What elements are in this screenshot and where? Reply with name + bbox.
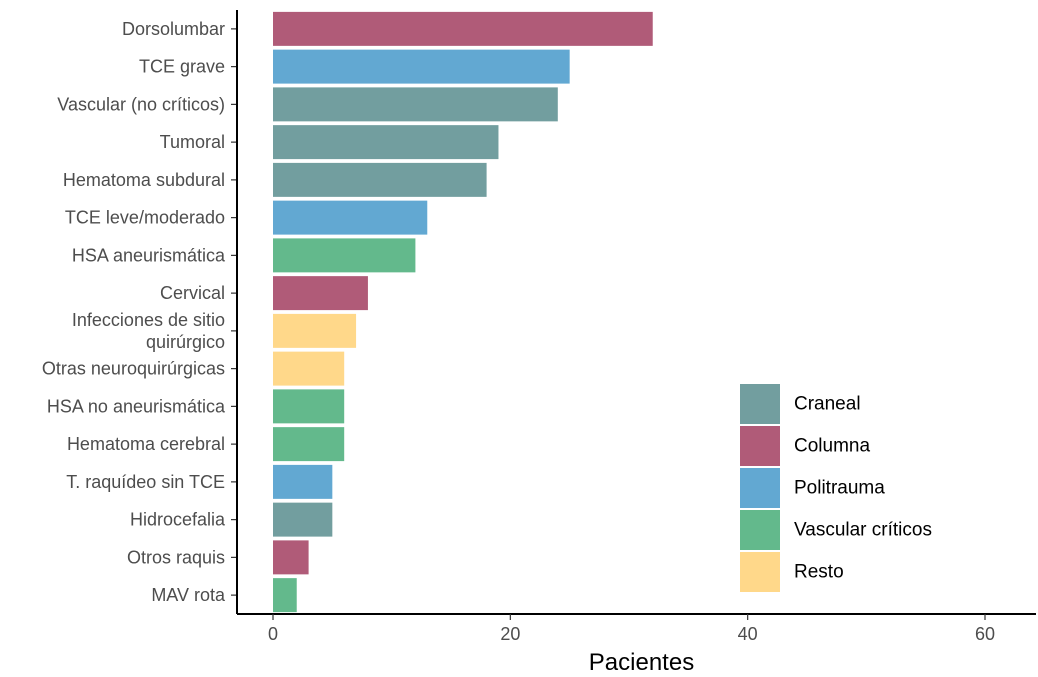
y-tick-label: Tumoral [160,132,225,152]
y-tick-label: Cervical [160,283,225,303]
bar [273,540,309,575]
bar [273,125,499,160]
bar [273,276,368,311]
y-tick-label: MAV rota [151,585,226,605]
legend-label: Columna [794,436,870,457]
bar [273,11,653,46]
y-tick-label: T. raquídeo sin TCE [66,472,225,492]
bar [273,502,333,537]
legend-key [740,510,780,550]
bar [273,351,345,386]
y-tick-label: HSA no aneurismática [47,396,226,416]
legend-label: Resto [794,562,844,583]
bar [273,87,558,122]
bar [273,49,570,84]
x-tick-label: 20 [500,624,520,644]
bar [273,464,333,499]
x-tick-label: 40 [738,624,758,644]
y-tick-label: Hematoma cerebral [67,434,225,454]
y-tick-label: quirúrgico [146,332,225,352]
y-tick-label: Dorsolumbar [122,19,225,39]
y-axis: Dorsolumbar TCE grave Vascular (no crítico… [42,10,238,614]
legend-key [740,426,780,466]
bar [273,200,428,235]
legend: Craneal Columna Politrauma Vascular crítico… [740,384,932,592]
legend-key [740,552,780,592]
y-tick-label: Hidrocefalia [130,510,226,530]
legend-key [740,384,780,424]
legend-key [740,468,780,508]
y-tick-label: Infecciones de sitio [72,310,225,330]
x-tick-label: 60 [975,624,995,644]
bar [273,238,416,273]
bars-layer [273,11,653,613]
y-tick-label: HSA aneurismática [72,245,226,265]
y-tick-label: Otras neuroquirúrgicas [42,359,225,379]
x-axis: 0 20 40 60 [237,613,1036,644]
legend-label: Vascular críticos [794,520,932,541]
x-tick-label: 0 [268,624,278,644]
bar [273,427,345,462]
y-tick-label: Otros raquis [127,547,225,567]
bar [273,389,345,424]
y-tick-label: Vascular (no críticos) [57,94,225,114]
x-axis-title: Pacientes [589,649,694,676]
y-tick-label: TCE leve/moderado [65,208,225,228]
legend-label: Craneal [794,394,861,415]
bar [273,578,297,613]
legend-label: Politrauma [794,478,885,499]
bar [273,313,357,348]
y-tick-label: Hematoma subdural [63,170,225,190]
bar [273,162,487,197]
y-tick-label: TCE grave [139,57,225,77]
